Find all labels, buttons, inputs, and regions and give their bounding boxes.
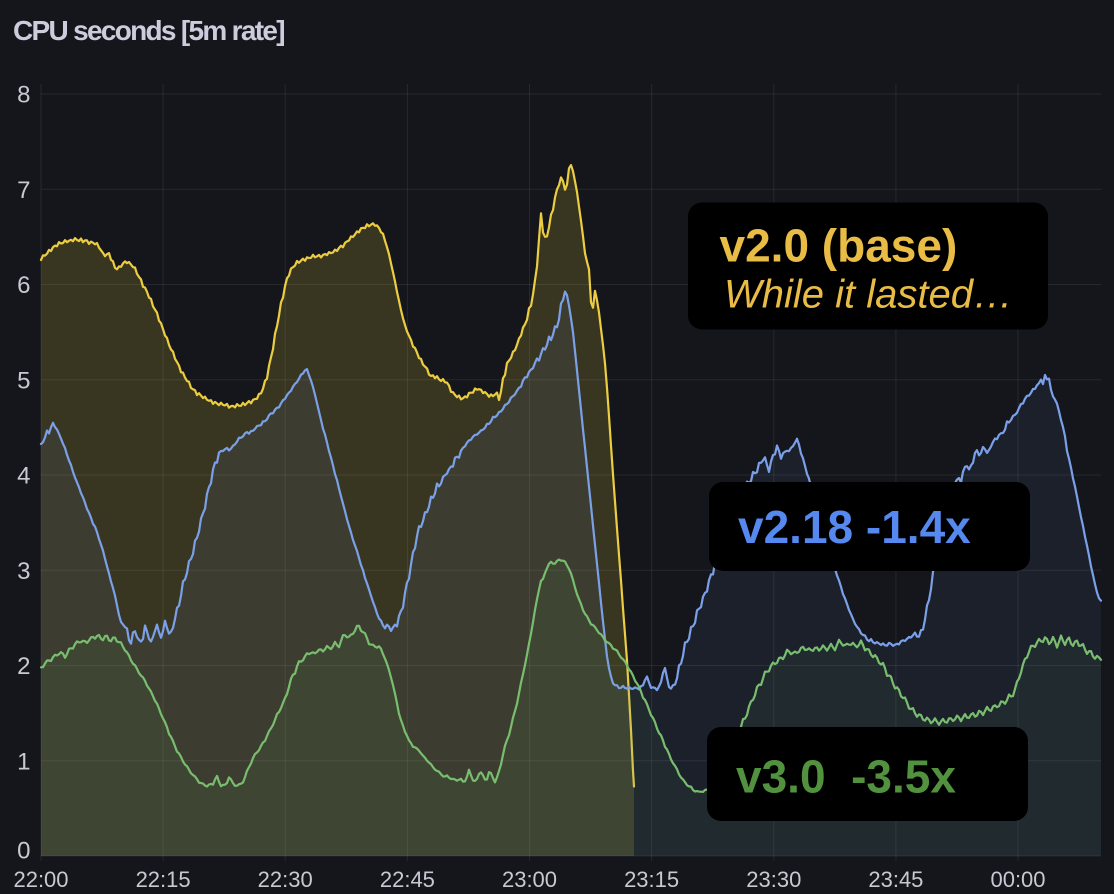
svg-text:5: 5	[17, 367, 30, 394]
svg-text:8: 8	[17, 82, 30, 109]
svg-text:v2.0 (base): v2.0 (base)	[720, 220, 958, 272]
svg-text:v2.18 -1.4x: v2.18 -1.4x	[738, 501, 971, 553]
svg-text:While it lasted…: While it lasted…	[724, 273, 1013, 317]
svg-text:23:00: 23:00	[502, 867, 557, 892]
svg-text:3: 3	[17, 558, 30, 585]
svg-text:2: 2	[17, 653, 30, 680]
svg-text:23:45: 23:45	[868, 867, 923, 892]
svg-text:1: 1	[17, 748, 30, 775]
svg-text:23:30: 23:30	[746, 867, 801, 892]
svg-text:0: 0	[17, 838, 30, 865]
svg-text:22:00: 22:00	[13, 867, 68, 892]
svg-text:22:45: 22:45	[380, 867, 435, 892]
svg-text:6: 6	[17, 272, 30, 299]
svg-text:00:00: 00:00	[990, 867, 1045, 892]
svg-text:23:15: 23:15	[624, 867, 679, 892]
svg-text:4: 4	[17, 463, 30, 490]
svg-text:22:30: 22:30	[258, 867, 313, 892]
svg-text:7: 7	[17, 177, 30, 204]
svg-text:CPU seconds [5m rate]: CPU seconds [5m rate]	[13, 15, 284, 46]
svg-text:22:15: 22:15	[136, 867, 191, 892]
svg-text:v3.0 -3.5x: v3.0 -3.5x	[736, 751, 956, 803]
